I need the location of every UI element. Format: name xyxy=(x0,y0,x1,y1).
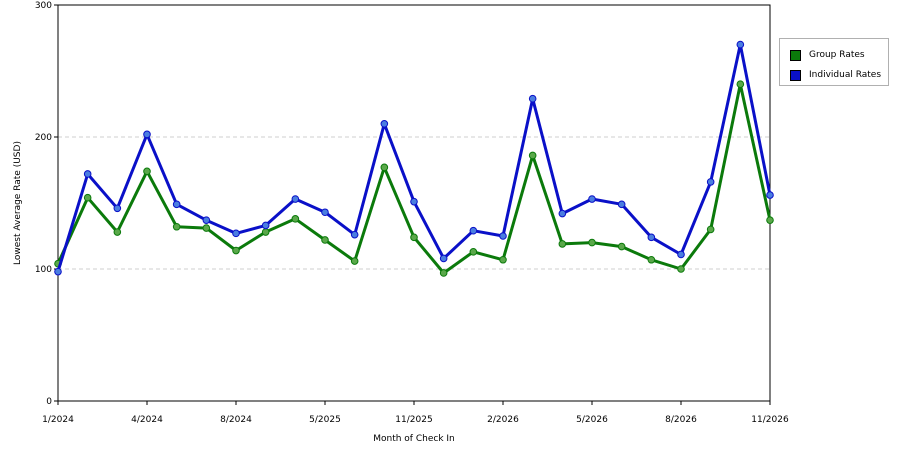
x-tick-label: 8/2026 xyxy=(665,415,697,425)
data-point-individual xyxy=(261,221,270,230)
data-point-individual xyxy=(54,267,62,276)
data-point-group xyxy=(617,242,626,251)
data-point-group xyxy=(736,80,745,88)
series-individual xyxy=(54,40,774,276)
data-point-group xyxy=(232,246,240,255)
data-point-individual xyxy=(350,230,359,239)
data-point-individual xyxy=(469,226,478,235)
y-tick-label: 300 xyxy=(35,1,52,11)
data-point-individual xyxy=(143,130,151,139)
data-point-group xyxy=(558,240,567,248)
x-tick-label: 5/2026 xyxy=(576,415,608,425)
data-point-group xyxy=(706,225,715,234)
x-tick-label: 4/2024 xyxy=(131,415,163,425)
data-point-individual xyxy=(113,204,122,213)
data-point-individual xyxy=(291,195,300,203)
legend-label-group: Group Rates xyxy=(809,50,865,60)
x-tick-label: 1/2024 xyxy=(42,415,74,425)
data-point-group xyxy=(202,224,211,232)
data-point-group xyxy=(588,238,596,247)
x-axis-ticks: 1/2024 4/2024 8/2024 5/2025 11/2025 2/2026 5/2… xyxy=(42,401,789,425)
y-axis-label: Lowest Average Rate (USD) xyxy=(13,141,23,265)
data-point-individual xyxy=(766,191,774,199)
data-point-individual xyxy=(380,120,389,128)
data-point-individual xyxy=(617,200,626,209)
data-point-individual xyxy=(499,232,507,240)
data-point-group xyxy=(647,255,656,264)
data-point-group xyxy=(528,151,537,160)
y-tick-label: 0 xyxy=(46,397,52,407)
legend-item-individual: Individual Rates xyxy=(790,68,881,82)
x-tick-label: 5/2025 xyxy=(309,415,341,425)
data-point-individual xyxy=(677,250,685,259)
x-tick-label: 8/2024 xyxy=(220,415,252,425)
data-point-individual xyxy=(172,200,181,209)
data-point-individual xyxy=(647,233,656,242)
legend-swatch-individual xyxy=(790,69,801,81)
data-point-group xyxy=(172,222,181,231)
x-axis-label: Month of Check In xyxy=(373,434,455,444)
data-point-individual xyxy=(202,216,211,224)
y-tick-label: 100 xyxy=(35,265,52,275)
data-point-group xyxy=(410,233,418,242)
data-point-individual xyxy=(83,170,92,178)
data-point-group xyxy=(261,228,270,236)
series-lines xyxy=(54,40,774,277)
data-point-group xyxy=(766,216,774,224)
x-tick-label: 11/2026 xyxy=(751,415,789,425)
data-point-group xyxy=(83,193,92,202)
data-point-group xyxy=(291,215,300,223)
data-point-group xyxy=(499,255,507,264)
legend-swatch-group xyxy=(790,49,801,61)
data-point-individual xyxy=(558,209,567,218)
y-axis-ticks: 0 100 200 300 xyxy=(35,1,58,407)
data-point-group xyxy=(439,269,448,277)
data-point-group xyxy=(469,248,478,256)
data-point-group xyxy=(143,167,151,176)
legend-label-individual: Individual Rates xyxy=(809,70,882,80)
data-point-individual xyxy=(588,195,596,203)
data-point-group xyxy=(350,257,359,265)
data-point-individual xyxy=(321,208,329,217)
data-point-individual xyxy=(706,178,715,186)
data-point-group xyxy=(113,228,122,236)
legend: Group Rates Individual Rates xyxy=(779,38,889,86)
data-point-individual xyxy=(736,40,745,49)
data-point-individual xyxy=(410,197,418,206)
data-point-group xyxy=(321,236,329,244)
data-point-group xyxy=(677,265,685,273)
data-point-group xyxy=(380,163,389,172)
data-point-individual xyxy=(439,254,448,263)
x-tick-label: 11/2025 xyxy=(395,415,432,425)
x-tick-label: 2/2026 xyxy=(487,415,519,425)
legend-item-group: Group Rates xyxy=(790,48,865,62)
data-point-individual xyxy=(232,229,240,238)
y-tick-label: 200 xyxy=(35,133,52,143)
data-point-individual xyxy=(528,94,537,103)
